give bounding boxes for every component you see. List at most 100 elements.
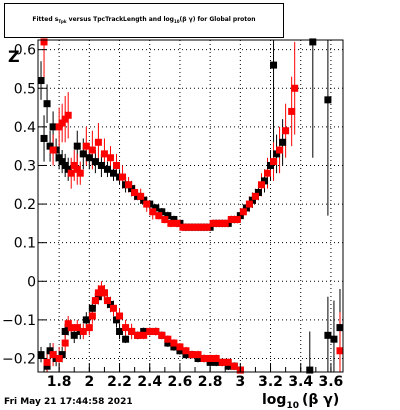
data-point — [182, 347, 190, 355]
data-point — [134, 331, 142, 339]
data-point — [100, 289, 108, 297]
data-point — [116, 327, 124, 335]
data-point — [88, 146, 96, 154]
y-tick-label: −0.2 — [2, 351, 36, 367]
data-point — [306, 366, 314, 374]
data-point — [170, 216, 178, 224]
y-tick-label: −0.1 — [2, 313, 36, 329]
data-point — [143, 200, 151, 208]
data-point — [94, 138, 102, 146]
data-point — [254, 188, 262, 196]
data-point — [85, 324, 93, 332]
data-point — [61, 339, 69, 347]
data-point — [106, 154, 114, 162]
data-point — [194, 354, 202, 362]
data-point — [73, 324, 81, 332]
data-point — [260, 177, 268, 185]
x-axis-label-main: log — [262, 392, 286, 408]
y-tick-label: 0.6 — [14, 43, 36, 59]
data-point — [46, 347, 54, 355]
data-point — [203, 223, 211, 231]
data-point — [164, 335, 172, 343]
data-point — [248, 196, 256, 204]
data-point — [264, 169, 272, 177]
data-point — [97, 161, 105, 169]
data-point — [179, 223, 187, 231]
chart-title: Fitted sTpk versus TpcTrackLength and lo… — [32, 16, 255, 24]
data-point — [152, 327, 160, 335]
data-point — [288, 107, 296, 115]
data-point — [76, 169, 84, 177]
data-point — [125, 181, 133, 189]
data-point — [194, 351, 202, 359]
data-point — [64, 320, 72, 328]
data-point — [128, 185, 136, 193]
data-point — [164, 212, 172, 220]
data-point — [176, 343, 184, 351]
data-point — [55, 123, 63, 131]
data-point — [221, 219, 229, 227]
data-point — [109, 304, 117, 312]
data-point — [43, 358, 51, 366]
data-point — [309, 38, 317, 46]
data-point — [227, 216, 235, 224]
data-point — [170, 343, 178, 351]
data-point — [167, 219, 175, 227]
data-point — [161, 216, 169, 224]
x-axis-label-sub: 10 — [286, 401, 299, 410]
data-point — [336, 324, 344, 332]
x-tick-label: 1.8 — [47, 374, 72, 390]
data-point — [128, 327, 136, 335]
chart-title-post: (β γ) for Global proton — [179, 16, 256, 24]
data-point — [224, 358, 232, 366]
x-axis-label-post: (β γ) — [302, 392, 339, 408]
data-point — [191, 223, 199, 231]
data-point — [82, 316, 90, 324]
data-point — [94, 293, 102, 301]
data-point — [73, 165, 81, 173]
data-point — [58, 119, 66, 127]
data-point — [97, 285, 105, 293]
data-point — [119, 173, 127, 181]
data-point — [158, 208, 166, 216]
data-point — [61, 115, 69, 123]
data-point — [88, 312, 96, 320]
y-axis-label: Z — [8, 47, 20, 66]
data-point — [152, 204, 160, 212]
x-tick-label: 2.2 — [107, 374, 132, 390]
data-points — [37, 38, 344, 374]
chart-title-pre: Fitted s — [32, 16, 59, 24]
data-point — [206, 358, 214, 366]
data-point — [46, 142, 54, 150]
data-point — [164, 339, 172, 347]
data-point — [43, 362, 51, 370]
data-point — [61, 161, 69, 169]
data-point — [64, 165, 72, 173]
data-point — [291, 84, 299, 92]
data-point — [37, 351, 45, 359]
data-point — [106, 300, 114, 308]
data-point — [158, 331, 166, 339]
data-point — [91, 158, 99, 166]
data-point — [146, 327, 154, 335]
data-point — [113, 161, 121, 169]
data-point — [149, 208, 157, 216]
y-tick-label: 0.4 — [14, 120, 36, 136]
data-point — [267, 161, 275, 169]
data-point — [73, 142, 81, 150]
data-point — [49, 146, 57, 154]
data-point — [103, 297, 111, 305]
data-point — [58, 158, 66, 166]
data-point — [212, 358, 220, 366]
data-point — [215, 219, 223, 227]
data-point — [185, 223, 193, 231]
data-point — [94, 289, 102, 297]
y-tick-label: 0.2 — [14, 197, 36, 213]
x-axis-label: log10 (β γ) — [262, 392, 339, 410]
chart-title-sub1: Tpk — [58, 19, 67, 25]
data-point — [109, 169, 117, 177]
x-tick-label: 2.6 — [168, 374, 193, 390]
x-tick-label: 2.4 — [137, 374, 162, 390]
data-point — [224, 362, 232, 370]
